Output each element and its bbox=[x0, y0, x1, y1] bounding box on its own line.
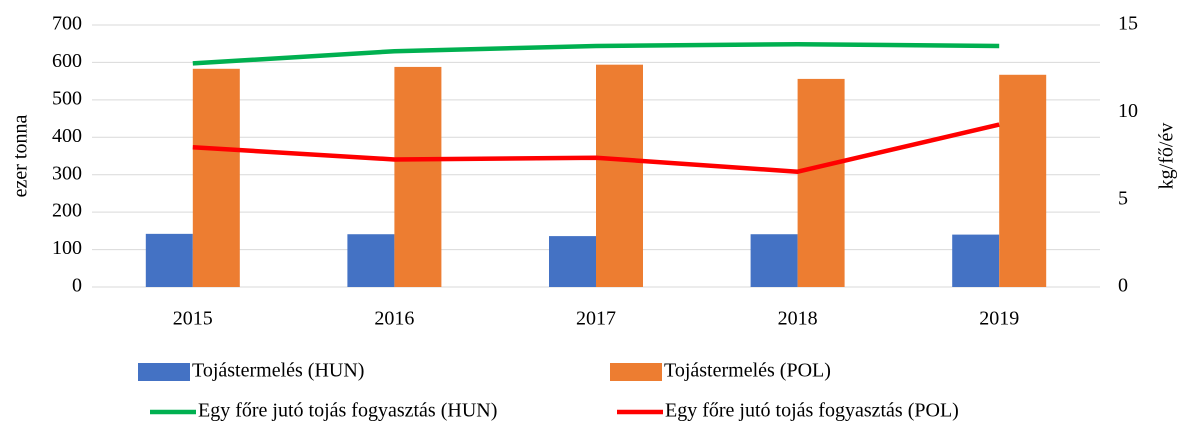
y-tick-label: 700 bbox=[52, 13, 82, 35]
y-tick-label: 200 bbox=[52, 200, 82, 222]
bar bbox=[999, 74, 1047, 287]
x-tick-label: 2018 bbox=[778, 308, 818, 330]
y-tick-label: 400 bbox=[52, 125, 82, 147]
legend-swatch bbox=[138, 363, 190, 381]
y2-axis-label: kg/fő/év bbox=[1156, 123, 1178, 190]
bar bbox=[394, 66, 442, 287]
y2-tick-label: 0 bbox=[1118, 275, 1128, 297]
x-tick-label: 2015 bbox=[173, 308, 213, 330]
y-tick-label: 100 bbox=[52, 237, 82, 259]
x-tick-label: 2019 bbox=[979, 308, 1019, 330]
legend-label: Egy főre jutó tojás fogyasztás (HUN) bbox=[198, 400, 497, 422]
bar bbox=[549, 236, 596, 287]
y2-tick-label: 10 bbox=[1118, 100, 1138, 122]
bar bbox=[750, 234, 798, 287]
y-axis-label: ezer tonna bbox=[10, 115, 32, 198]
bar bbox=[145, 233, 193, 287]
bar bbox=[952, 234, 1000, 287]
line bbox=[192, 41, 1000, 66]
x-tick-label: 2017 bbox=[576, 308, 616, 330]
legend-swatch bbox=[610, 363, 662, 381]
y2-tick-label: 15 bbox=[1118, 13, 1138, 35]
bar bbox=[347, 234, 395, 287]
legend-label: Tojástermelés (POL) bbox=[664, 360, 831, 382]
y-tick-label: 600 bbox=[52, 50, 82, 72]
legend-label: Tojástermelés (HUN) bbox=[192, 360, 364, 382]
bar bbox=[192, 68, 240, 287]
y-tick-label: 0 bbox=[72, 275, 82, 297]
y2-tick-label: 5 bbox=[1118, 187, 1128, 209]
x-tick-label: 2016 bbox=[374, 308, 414, 330]
y-tick-label: 500 bbox=[52, 87, 82, 109]
legend-label: Egy főre jutó tojás fogyasztás (POL) bbox=[665, 400, 959, 422]
line bbox=[192, 122, 1000, 174]
y-tick-label: 300 bbox=[52, 162, 82, 184]
bar bbox=[797, 78, 845, 287]
bar bbox=[596, 64, 643, 287]
